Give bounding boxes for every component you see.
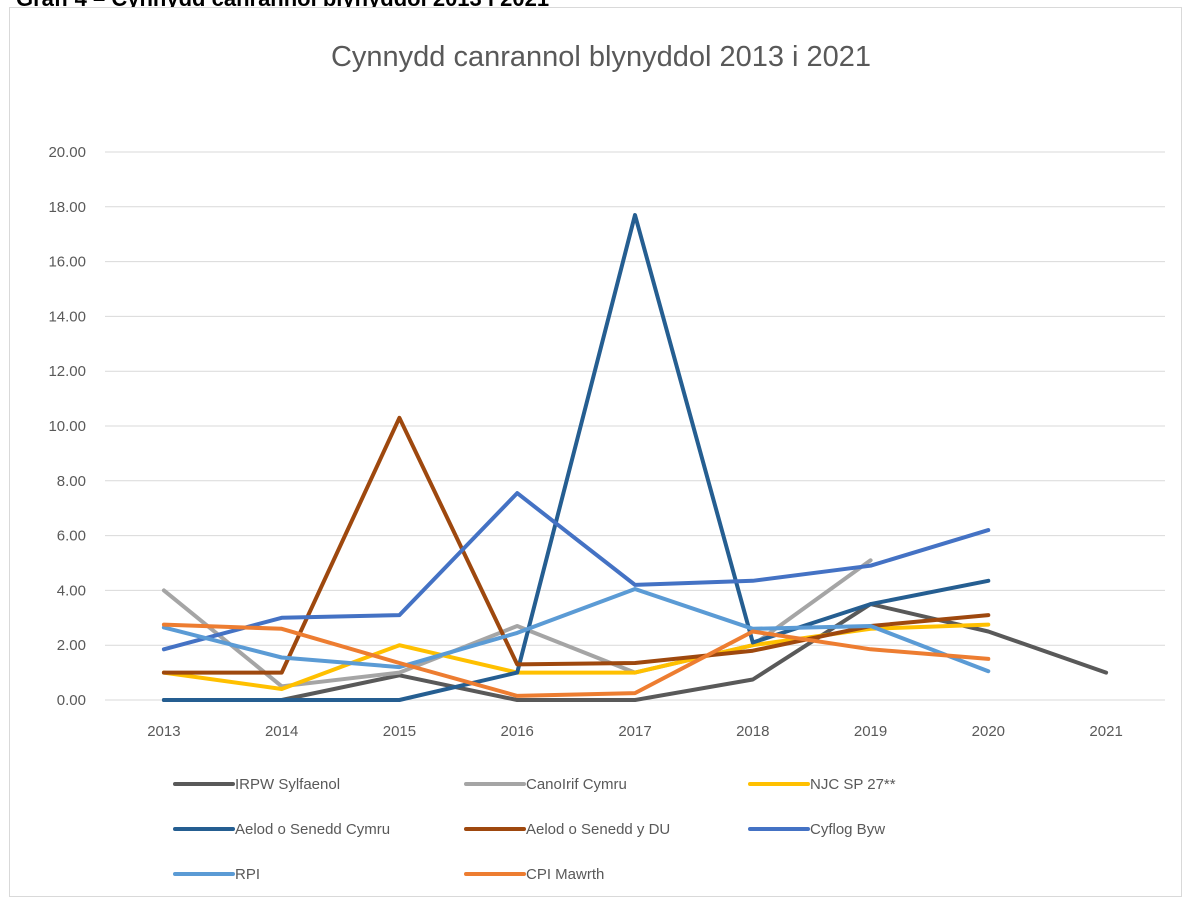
legend-label: Aelod o Senedd y DU bbox=[526, 821, 670, 838]
series-line-4 bbox=[161, 415, 991, 675]
y-tick-label: 12.00 bbox=[48, 363, 86, 380]
page-heading: Graff 4 – Cynnydd canrannol blynyddol 20… bbox=[16, 0, 549, 12]
x-axis-labels: 2013 2014 2015 2016 2017 2018 2019 2020 2021 bbox=[147, 723, 1123, 740]
chart-frame bbox=[9, 7, 1182, 897]
series-line-0 bbox=[161, 602, 1109, 702]
x-tick-label: 2014 bbox=[265, 723, 298, 740]
gridlines bbox=[105, 151, 1165, 701]
x-tick-label: 2018 bbox=[736, 723, 769, 740]
x-tick-label: 2021 bbox=[1089, 723, 1122, 740]
legend-label: CanoIrif Cymru bbox=[526, 776, 627, 793]
legend-label: IRPW Sylfaenol bbox=[235, 776, 340, 793]
x-tick-label: 2017 bbox=[618, 723, 651, 740]
x-tick-label: 2020 bbox=[972, 723, 1005, 740]
y-tick-label: 18.00 bbox=[48, 199, 86, 216]
y-tick-label: 8.00 bbox=[57, 473, 86, 490]
y-tick-label: 10.00 bbox=[48, 418, 86, 435]
y-tick-label: 6.00 bbox=[57, 528, 86, 545]
legend: IRPW Sylfaenol CanoIrif Cymru NJC SP 27** A… bbox=[173, 776, 896, 883]
y-axis-labels: 0.00 2.00 4.00 6.00 8.00 10.00 12.00 14.00 16.00… bbox=[48, 144, 86, 709]
series-line-3 bbox=[161, 213, 991, 702]
x-tick-label: 2016 bbox=[501, 723, 534, 740]
legend-label: NJC SP 27** bbox=[810, 776, 896, 793]
legend-label: RPI bbox=[235, 866, 260, 883]
legend-label: Aelod o Senedd Cymru bbox=[235, 821, 390, 838]
series-lines bbox=[161, 213, 1109, 702]
x-tick-label: 2015 bbox=[383, 723, 416, 740]
y-tick-label: 4.00 bbox=[57, 582, 86, 599]
x-tick-label: 2019 bbox=[854, 723, 887, 740]
chart-title: Cynnydd canrannol blynyddol 2013 i 2021 bbox=[331, 41, 871, 73]
series-line-5 bbox=[161, 491, 991, 652]
legend-label: Cyflog Byw bbox=[810, 821, 885, 838]
x-tick-label: 2013 bbox=[147, 723, 180, 740]
series-line-7 bbox=[161, 622, 991, 698]
legend-label: CPI Mawrth bbox=[526, 866, 604, 883]
y-tick-label: 0.00 bbox=[57, 692, 86, 709]
y-tick-label: 2.00 bbox=[57, 637, 86, 654]
y-tick-label: 16.00 bbox=[48, 254, 86, 271]
y-tick-label: 14.00 bbox=[48, 308, 86, 325]
y-tick-label: 20.00 bbox=[48, 144, 86, 161]
series-line-6 bbox=[161, 587, 991, 674]
